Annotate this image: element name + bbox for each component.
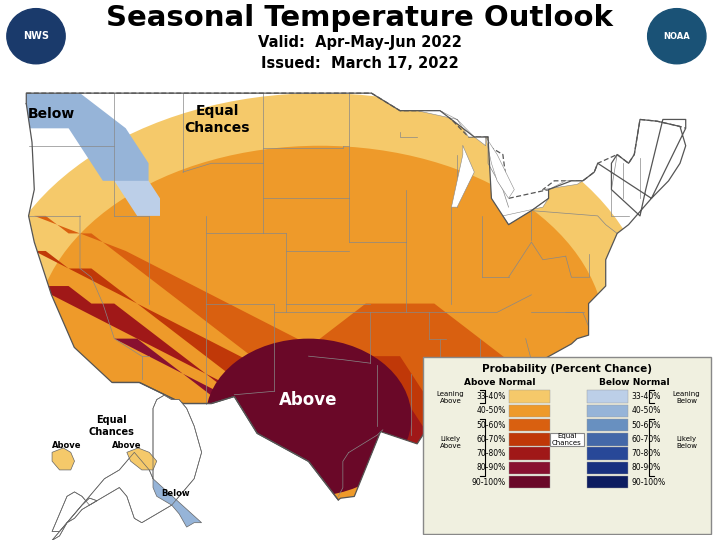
Ellipse shape	[206, 339, 411, 496]
Bar	[508, 390, 549, 403]
Text: Leaning
Above: Leaning Above	[436, 391, 464, 404]
Polygon shape	[0, 216, 640, 479]
Text: 33-40%: 33-40%	[477, 392, 505, 401]
Text: Above Normal: Above Normal	[464, 378, 536, 387]
Bar	[508, 462, 549, 474]
Text: 40-50%: 40-50%	[477, 407, 505, 416]
Text: Above: Above	[112, 441, 142, 450]
Polygon shape	[52, 498, 97, 540]
Text: Above: Above	[279, 391, 338, 409]
Bar	[588, 404, 629, 417]
Polygon shape	[451, 146, 474, 207]
Polygon shape	[52, 448, 74, 470]
FancyBboxPatch shape	[423, 358, 711, 534]
Polygon shape	[127, 448, 157, 470]
Bar	[508, 447, 549, 460]
Polygon shape	[543, 181, 583, 189]
Text: 60-70%: 60-70%	[477, 435, 505, 444]
Polygon shape	[486, 137, 514, 198]
Text: 70-80%: 70-80%	[631, 449, 660, 458]
Text: 33-40%: 33-40%	[631, 392, 660, 401]
Text: Probability (Percent Chance): Probability (Percent Chance)	[482, 364, 652, 374]
Text: Below: Below	[161, 489, 190, 499]
Text: 40-50%: 40-50%	[631, 407, 660, 416]
Text: 80-90%: 80-90%	[477, 463, 505, 472]
Bar	[588, 390, 629, 403]
Text: Issued:  March 17, 2022: Issued: March 17, 2022	[261, 56, 459, 71]
Text: Equal
Chances: Equal Chances	[552, 433, 582, 446]
Text: Below Normal: Below Normal	[599, 378, 670, 387]
Bar	[588, 433, 629, 446]
Polygon shape	[153, 478, 202, 527]
Polygon shape	[0, 251, 549, 479]
Polygon shape	[0, 286, 526, 496]
Text: Equal
Chances: Equal Chances	[89, 415, 135, 437]
Bar	[588, 419, 629, 431]
Text: 70-80%: 70-80%	[477, 449, 505, 458]
Text: 90-100%: 90-100%	[631, 478, 665, 487]
Text: Equal
Chances: Equal Chances	[184, 104, 250, 135]
Bar	[508, 476, 549, 488]
Bar	[508, 419, 549, 431]
Bar	[508, 433, 549, 446]
Bar	[588, 462, 629, 474]
Polygon shape	[52, 395, 202, 531]
Ellipse shape	[0, 93, 652, 549]
Text: 90-100%: 90-100%	[472, 478, 505, 487]
Text: Likely
Below: Likely Below	[676, 436, 697, 448]
Text: 60-70%: 60-70%	[631, 435, 660, 444]
Text: NWS: NWS	[23, 31, 49, 41]
Text: 50-60%: 50-60%	[477, 421, 505, 429]
Text: Valid:  Apr-May-Jun 2022: Valid: Apr-May-Jun 2022	[258, 35, 462, 50]
Bar	[508, 404, 549, 417]
Text: Seasonal Temperature Outlook: Seasonal Temperature Outlook	[107, 3, 613, 32]
Text: 80-90%: 80-90%	[631, 463, 660, 472]
Polygon shape	[0, 76, 160, 216]
Circle shape	[647, 8, 706, 63]
Text: Likely
Above: Likely Above	[439, 436, 462, 448]
Polygon shape	[80, 339, 492, 514]
Polygon shape	[0, 76, 148, 181]
Text: Above: Above	[53, 441, 82, 450]
Text: Below: Below	[28, 107, 75, 121]
Text: NOAA: NOAA	[663, 32, 690, 41]
Polygon shape	[0, 67, 720, 540]
Bar	[549, 433, 585, 446]
Bar	[588, 447, 629, 460]
Text: Leaning
Below: Leaning Below	[672, 391, 701, 404]
Circle shape	[7, 8, 66, 63]
Text: 50-60%: 50-60%	[631, 421, 660, 429]
Bar	[588, 476, 629, 488]
Polygon shape	[503, 198, 549, 224]
Ellipse shape	[35, 146, 606, 531]
Polygon shape	[400, 111, 486, 146]
